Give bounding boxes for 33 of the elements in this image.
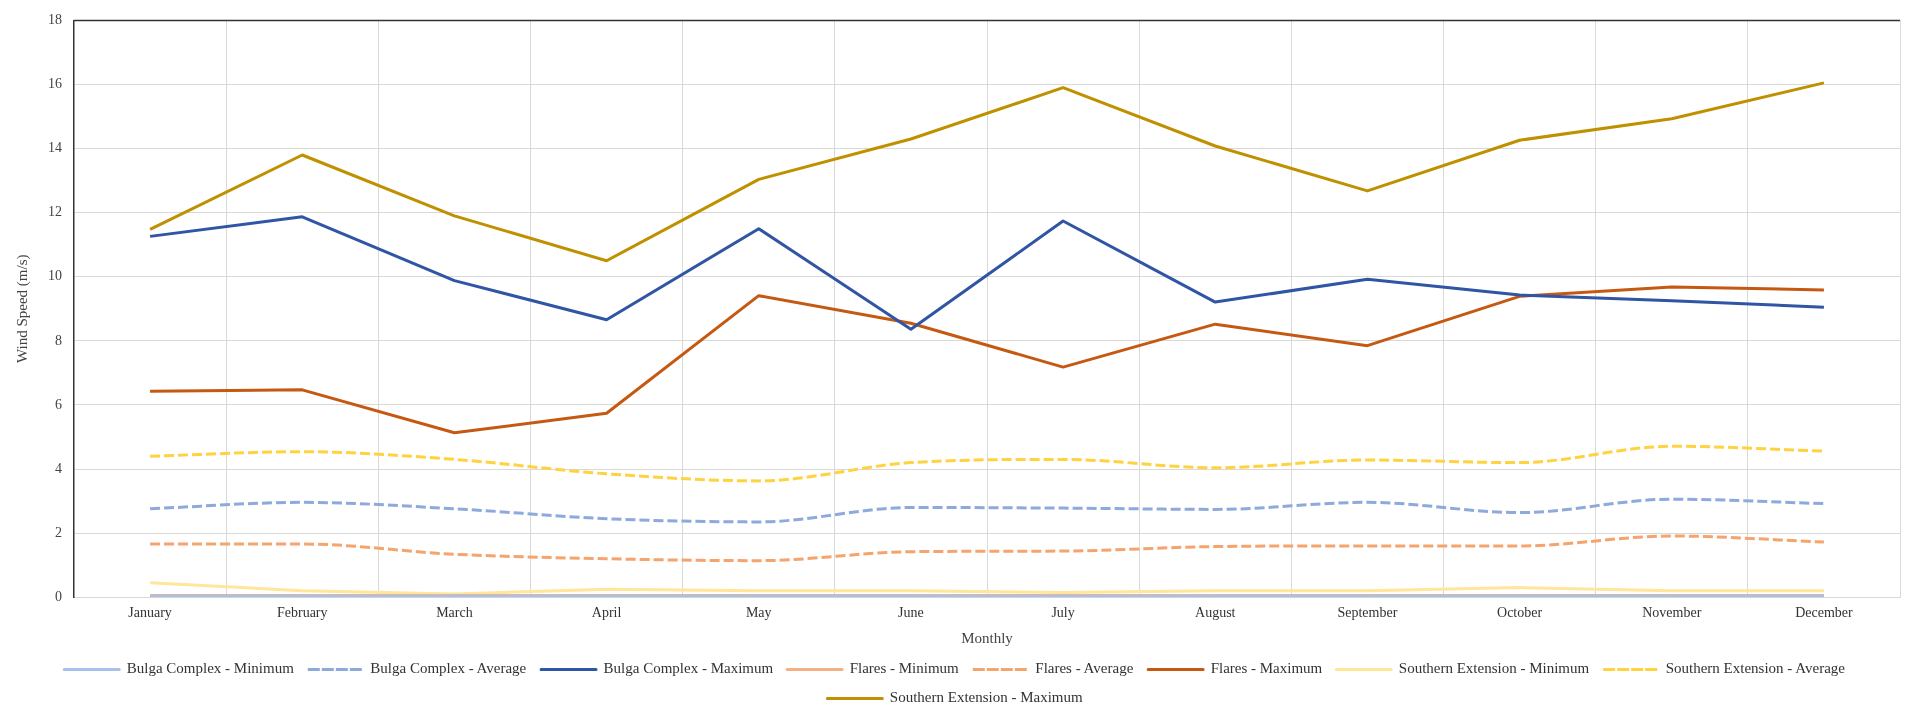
x-tick-label: May [745, 605, 772, 621]
legend-label: Southern Extension - Average [1665, 660, 1846, 677]
x-tick-label: November [1642, 605, 1702, 621]
y-tick-label: 8 [55, 332, 62, 348]
x-tick-label: February [276, 605, 328, 621]
x-tick-label: June [898, 605, 924, 621]
legend-label: Flares - Minimum [849, 660, 960, 677]
x-tick-label: April [591, 605, 622, 621]
x-tick-label: December [1795, 605, 1854, 621]
x-axis-title: Monthly [961, 629, 1014, 646]
y-tick-label: 0 [55, 588, 62, 604]
legend-label: Flares - Maximum [1210, 660, 1323, 677]
y-tick-label: 2 [55, 524, 62, 540]
y-tick-label: 4 [55, 460, 62, 476]
legend-label: Southern Extension - Minimum [1398, 660, 1590, 677]
x-tick-label: September [1337, 605, 1398, 621]
y-axis-title: Wind Speed (m/s) [13, 254, 31, 364]
y-tick-label: 6 [55, 396, 62, 412]
y-tick-label: 14 [48, 140, 62, 156]
y-tick-label: 10 [48, 268, 62, 284]
legend-label: Bulga Complex - Minimum [126, 660, 295, 677]
legend-label: Flares - Average [1035, 660, 1134, 677]
legend-label: Bulga Complex - Maximum [603, 660, 774, 677]
x-tick-label: July [1051, 605, 1075, 621]
legend-label: Bulga Complex - Average [370, 660, 527, 677]
x-tick-label: January [128, 605, 172, 621]
y-tick-label: 18 [48, 12, 62, 28]
x-tick-label: August [1195, 605, 1236, 621]
y-tick-label: 12 [48, 204, 62, 220]
x-tick-label: March [436, 605, 473, 621]
legend-label: Southern Extension - Maximum [889, 689, 1084, 706]
x-tick-label: October [1497, 605, 1543, 621]
y-tick-label: 16 [48, 76, 62, 92]
